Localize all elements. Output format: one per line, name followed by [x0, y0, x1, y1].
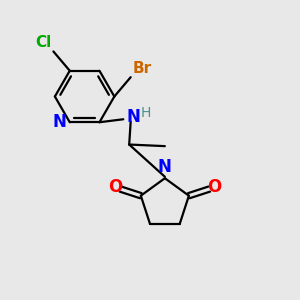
Text: O: O: [108, 178, 122, 196]
Text: N: N: [158, 158, 172, 176]
Text: N: N: [126, 108, 140, 126]
Text: N: N: [52, 113, 66, 131]
Text: O: O: [207, 178, 221, 196]
Text: Br: Br: [132, 61, 151, 76]
Text: H: H: [140, 106, 151, 120]
Text: Cl: Cl: [36, 35, 52, 50]
